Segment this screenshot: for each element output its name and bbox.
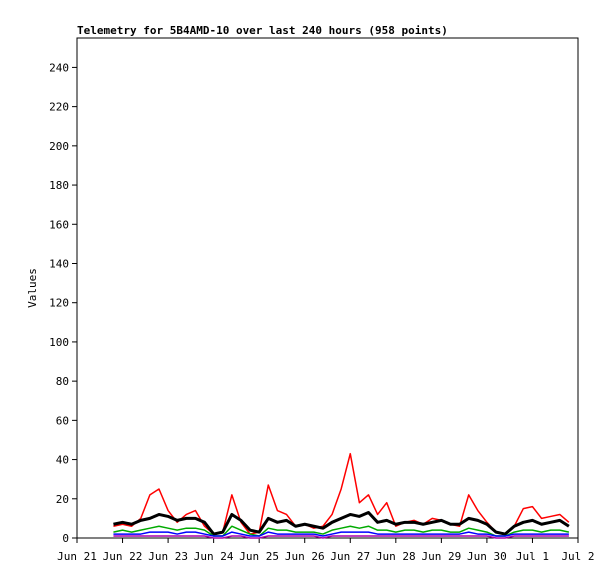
series-line bbox=[113, 511, 570, 536]
y-tick-label: 40 bbox=[56, 454, 69, 467]
y-axis-label: Values bbox=[26, 268, 39, 308]
x-tick-label: Jun 23 bbox=[148, 550, 188, 563]
x-tick-label: Jun 26 bbox=[285, 550, 325, 563]
series-line bbox=[113, 452, 570, 535]
x-tick-label: Jun 24 bbox=[194, 550, 234, 563]
x-tick-label: Jul 1 bbox=[516, 550, 549, 563]
series-line bbox=[113, 531, 569, 537]
y-tick-label: 140 bbox=[49, 257, 69, 270]
x-tick-label: Jun 28 bbox=[376, 550, 416, 563]
y-tick-label: 220 bbox=[49, 101, 69, 114]
y-tick-label: 120 bbox=[49, 297, 69, 310]
x-tick-label: Jul 2 bbox=[561, 550, 594, 563]
y-tick-label: 0 bbox=[62, 532, 69, 545]
y-tick-label: 240 bbox=[49, 61, 69, 74]
y-tick-label: 200 bbox=[49, 140, 69, 153]
x-tick-label: Jun 30 bbox=[467, 550, 507, 563]
y-tick-label: 20 bbox=[56, 493, 69, 506]
chart-title: Telemetry for 5B4AMD-10 over last 240 ho… bbox=[77, 24, 448, 37]
y-tick-label: 80 bbox=[56, 375, 69, 388]
x-tick-label: Jun 25 bbox=[239, 550, 279, 563]
plot-frame bbox=[76, 37, 579, 539]
x-tick-label: Jun 22 bbox=[103, 550, 143, 563]
x-tick-label: Jun 21 bbox=[57, 550, 97, 563]
y-tick-label: 160 bbox=[49, 218, 69, 231]
series-line bbox=[113, 535, 569, 539]
y-tick-label: 100 bbox=[49, 336, 69, 349]
x-tick-label: Jun 29 bbox=[421, 550, 461, 563]
y-tick-label: 180 bbox=[49, 179, 69, 192]
x-tick-label: Jun 27 bbox=[330, 550, 370, 563]
y-tick-label: 60 bbox=[56, 414, 69, 427]
